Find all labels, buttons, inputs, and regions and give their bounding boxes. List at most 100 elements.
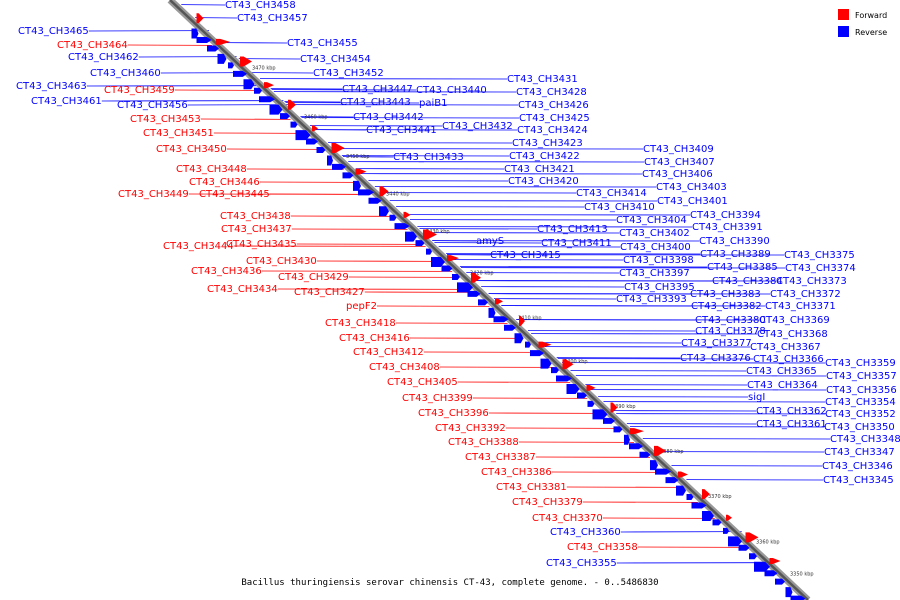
reverse-gene-feature — [556, 375, 572, 382]
forward-gene-feature — [403, 211, 411, 218]
forward-gene-label: CT43_CH3408 — [369, 362, 440, 373]
reverse-gene-label: CT43_CH3380 — [695, 315, 766, 326]
reverse-gene-label: CT43_CH3431 — [507, 74, 578, 85]
forward-gene-feature — [769, 557, 781, 564]
reverse-gene-feature — [342, 172, 354, 179]
reverse-gene-label: CT43_CH3415 — [490, 250, 561, 261]
reverse-gene-label: CT43_CH3426 — [518, 100, 589, 111]
forward-gene-label: CT43_CH3381 — [496, 482, 567, 493]
reverse-gene-label: CT43_CH3390 — [699, 236, 770, 247]
reverse-gene-feature — [504, 324, 516, 331]
forward-gene-label: CT43_CH3448 — [176, 164, 247, 175]
backbone-tick-label: 3460 kbp — [304, 114, 328, 120]
reverse-gene-feature — [415, 240, 425, 247]
forward-gene-feature — [471, 272, 481, 283]
reverse-gene-label: CT43_CH3376 — [680, 353, 751, 364]
reverse-gene-feature — [749, 553, 757, 560]
reverse-gene-label: CT43_CH3413 — [537, 224, 608, 235]
reverse-gene-label: CT43_CH3420 — [508, 176, 579, 187]
reverse-gene-feature — [290, 121, 298, 128]
reverse-gene-label: CT43_CH3359 — [825, 358, 896, 369]
backbone-tick-label: 3350 kbp — [790, 571, 814, 577]
forward-gene-feature — [331, 142, 345, 153]
reverse-gene-label: CT43_CH3400 — [620, 242, 691, 253]
reverse-gene-label: CT43_CH3410 — [584, 202, 655, 213]
forward-gene-feature — [312, 125, 318, 132]
reverse-gene-label: CT43_CH3397 — [619, 268, 690, 279]
forward-gene-label: CT43_CH3429 — [278, 272, 349, 283]
reverse-gene-feature — [368, 197, 382, 204]
reverse-gene-label: CT43_CH3425 — [519, 113, 590, 124]
forward-gene-label: CT43_CH3453 — [130, 114, 201, 125]
forward-gene-label: CT43_CH3451 — [143, 128, 214, 139]
reverse-gene-label: CT43_CH3395 — [624, 282, 695, 293]
reverse-gene-feature — [540, 358, 552, 369]
reverse-gene-feature — [775, 578, 785, 585]
genome-caption: Bacillus thuringiensis serovar chinensis… — [241, 578, 659, 588]
forward-gene-label: CT43_CH3464 — [57, 40, 128, 51]
reverse-gene-feature — [676, 485, 686, 496]
backbone-tick-label: 3430 kbp — [426, 229, 450, 235]
reverse-gene-feature — [394, 223, 410, 230]
reverse-gene-label: CT43_CH3394 — [690, 210, 761, 221]
forward-gene-label: CT43_CH3459 — [104, 85, 175, 96]
reverse-gene-feature — [467, 290, 481, 297]
reverse-gene-feature — [655, 468, 671, 475]
reverse-gene-label: CT43_CH3373 — [776, 276, 847, 287]
reverse-gene-label: CT43_CH3348 — [830, 434, 900, 445]
reverse-gene-label: CT43_CH3384 — [712, 276, 783, 287]
forward-gene-label: CT43_CH3396 — [418, 408, 489, 419]
reverse-gene-feature — [551, 367, 559, 374]
reverse-gene-label: CT43_CH3368 — [757, 329, 828, 340]
reverse-gene-label: CT43_CH3414 — [576, 188, 647, 199]
reverse-gene-feature — [431, 257, 445, 268]
backbone-tick-label: 3410 kbp — [518, 316, 542, 322]
reverse-gene-feature — [728, 536, 742, 547]
reverse-gene-feature — [691, 502, 707, 509]
reverse-gene-feature — [577, 392, 587, 399]
reverse-gene-feature — [566, 383, 580, 394]
forward-gene-label: CT43_CH3435 — [226, 239, 297, 250]
forward-gene-feature — [447, 255, 459, 262]
reverse-gene-label: CT43_CH3350 — [824, 422, 895, 433]
reverse-gene-label: CT43_CH3454 — [300, 54, 371, 65]
backbone-tick-label: 3370 kbp — [708, 494, 732, 500]
reverse-gene-label: CT43_CH3452 — [313, 68, 384, 79]
forward-gene-label: CT43_CH3437 — [221, 224, 292, 235]
forward-gene-feature — [562, 359, 574, 370]
reverse-gene-feature — [457, 282, 473, 293]
forward-gene-label: CT43_CH3412 — [353, 347, 424, 358]
reverse-gene-feature — [353, 180, 361, 191]
reverse-gene-feature — [650, 460, 658, 471]
gene-labels: CT43_CH3458 CT43_CH3457 CT43_CH3465 CT43_CH… — [16, 0, 900, 569]
backbone-tick-label: 3420 kbp — [470, 270, 494, 276]
reverse-gene-label: CT43_CH3458 — [225, 0, 296, 11]
forward-gene-label: CT43_CH3379 — [512, 497, 583, 508]
reverse-gene-label: CT43_CH3360 — [550, 527, 621, 538]
reverse-gene-feature — [228, 62, 234, 69]
forward-gene-label: CT43_CH3438 — [220, 211, 291, 222]
reverse-gene-label: CT43_CH3465 — [18, 26, 89, 37]
forward-gene-feature — [586, 384, 596, 391]
reverse-gene-label: CT43_CH3402 — [619, 228, 690, 239]
reverse-gene-label: CT43_CH3345 — [823, 475, 894, 486]
forward-gene-feature — [495, 298, 503, 305]
reverse-gene-label: CT43_CH3375 — [784, 250, 855, 261]
forward-gene-label: CT43_CH3450 — [156, 144, 227, 155]
reverse-gene-feature — [686, 494, 694, 501]
reverse-gene-label: CT43_CH3442 — [353, 112, 424, 123]
reverse-gene-feature — [785, 587, 793, 598]
reverse-gene-feature — [389, 214, 397, 221]
reverse-gene-feature — [738, 544, 750, 551]
reverse-gene-label: CT43_CH3377 — [681, 338, 752, 349]
forward-gene-feature — [630, 428, 644, 435]
reverse-gene-feature — [530, 350, 544, 357]
reverse-gene-feature — [379, 206, 389, 217]
forward-gene-feature — [264, 82, 274, 89]
reverse-gene-feature — [207, 45, 219, 52]
backbone-tick-label: 3360 kbp — [756, 539, 780, 545]
reverse-gene-label: CT43_CH3365 — [746, 366, 817, 377]
legend-swatch-reverse — [838, 26, 849, 37]
reverse-gene-label: CT43_CH3389 — [700, 249, 771, 260]
forward-gene-feature — [678, 471, 688, 478]
